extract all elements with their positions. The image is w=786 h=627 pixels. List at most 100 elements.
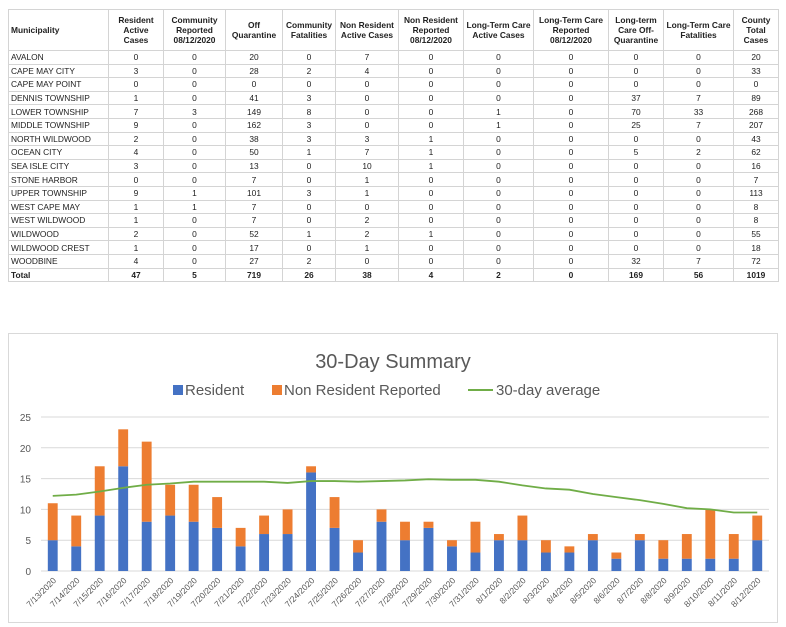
value-cell: 0 <box>608 185 664 201</box>
value-cell: 0 <box>608 158 664 174</box>
total-row: Total 47 5 719 26 38 4 2 0 169 56 1019 <box>8 267 779 283</box>
column-header: Municipality <box>8 9 109 51</box>
table-row: NORTH WILDWOOD 2 0 38 3 3 1 0 0 0 0 43 <box>8 131 779 147</box>
value-cell: 1 <box>282 226 336 242</box>
value-cell: 4 <box>108 253 164 269</box>
value-cell: 0 <box>398 117 464 133</box>
value-cell: 1 <box>398 226 464 242</box>
value-cell: 0 <box>533 50 609 65</box>
column-header: Long-Term Care Reported 08/12/2020 <box>533 9 609 51</box>
value-cell: 7 <box>335 145 399 160</box>
value-cell: 0 <box>398 63 464 79</box>
value-cell: 0 <box>398 199 464 215</box>
value-cell: 0 <box>533 104 609 119</box>
value-cell: 0 <box>533 131 609 147</box>
municipality-cell: SEA ISLE CITY <box>8 158 109 174</box>
value-cell: 38 <box>335 267 399 283</box>
table-row: DENNIS TOWNSHIP 1 0 41 3 0 0 0 0 37 7 89 <box>8 90 779 106</box>
value-cell: 2 <box>108 226 164 242</box>
y-tick-label: 10 <box>20 505 32 516</box>
value-cell: 0 <box>398 240 464 255</box>
value-cell: 8 <box>733 199 779 215</box>
value-cell: 0 <box>398 90 464 106</box>
resident-bar <box>470 552 481 571</box>
resident-bar <box>212 527 223 571</box>
value-cell: 0 <box>163 63 226 79</box>
value-cell: 1 <box>163 199 226 215</box>
non-resident-bar <box>212 497 223 528</box>
value-cell: 33 <box>733 63 779 79</box>
value-cell: 0 <box>533 240 609 255</box>
value-cell: 43 <box>733 131 779 147</box>
value-cell: 0 <box>608 131 664 147</box>
value-cell: 0 <box>335 77 399 92</box>
value-cell: 25 <box>608 117 664 133</box>
resident-bar <box>681 558 692 571</box>
value-cell: 7 <box>225 199 283 215</box>
y-tick-label: 25 <box>20 413 32 424</box>
value-cell: 0 <box>163 253 226 269</box>
non-resident-bar <box>447 540 457 547</box>
cases-table: Municipality Resident Active Cases Communi… <box>8 9 779 283</box>
table-row: WEST CAPE MAY 1 1 7 0 0 0 0 0 0 0 8 <box>8 199 779 215</box>
value-cell: 0 <box>533 253 609 269</box>
resident-bar <box>188 521 199 571</box>
value-cell: 0 <box>663 172 734 187</box>
table-row: STONE HARBOR 0 0 7 0 1 0 0 0 0 0 7 <box>8 172 779 187</box>
value-cell: 1 <box>163 185 226 201</box>
value-cell: 4 <box>108 145 164 160</box>
resident-bar <box>306 472 316 571</box>
value-cell: 41 <box>225 90 283 106</box>
non-resident-bar <box>540 540 551 553</box>
non-resident-bar <box>517 515 528 541</box>
municipality-cell: LOWER TOWNSHIP <box>8 104 109 119</box>
value-cell: 0 <box>533 117 609 133</box>
value-cell: 3 <box>108 158 164 174</box>
value-cell: 0 <box>463 199 534 215</box>
value-cell: 17 <box>225 240 283 255</box>
municipality-cell: WEST CAPE MAY <box>8 199 109 215</box>
non-resident-bar <box>259 515 270 535</box>
y-tick-label: 5 <box>25 536 31 547</box>
value-cell: 2 <box>282 63 336 79</box>
value-cell: 0 <box>463 158 534 174</box>
municipality-cell: MIDDLE TOWNSHIP <box>8 117 109 133</box>
value-cell: 1 <box>108 240 164 255</box>
column-header: Community Reported 08/12/2020 <box>163 9 226 51</box>
value-cell: 0 <box>398 253 464 269</box>
value-cell: 0 <box>225 77 283 92</box>
value-cell: 2 <box>663 145 734 160</box>
value-cell: 149 <box>225 104 283 119</box>
table-row: WOODBINE 4 0 27 2 0 0 0 0 32 7 72 <box>8 253 779 269</box>
chart-title: 30-Day Summary <box>315 351 471 373</box>
column-header: Off Quarantine <box>225 9 283 51</box>
municipality-cell: UPPER TOWNSHIP <box>8 185 109 201</box>
value-cell: 0 <box>163 50 226 65</box>
table-row: WILDWOOD 2 0 52 1 2 1 0 0 0 0 55 <box>8 226 779 242</box>
resident-bar <box>564 552 575 571</box>
value-cell: 20 <box>733 50 779 65</box>
value-cell: 0 <box>398 172 464 187</box>
value-cell: 1 <box>463 104 534 119</box>
table-row: CAPE MAY POINT 0 0 0 0 0 0 0 0 0 0 0 <box>8 77 779 92</box>
chart-svg: 30-Day Summary 05101520257/13/20207/14/2… <box>20 351 769 609</box>
non-resident-bar <box>494 534 504 541</box>
table-header: Municipality Resident Active Cases Communi… <box>8 9 779 51</box>
value-cell: 0 <box>533 158 609 174</box>
value-cell: 0 <box>608 240 664 255</box>
y-tick-label: 20 <box>20 444 32 455</box>
value-cell: 18 <box>733 240 779 255</box>
non-resident-bar <box>470 521 481 553</box>
value-cell: 3 <box>282 90 336 106</box>
table-row: WILDWOOD CREST 1 0 17 0 1 0 0 0 0 0 18 <box>8 240 779 255</box>
y-tick-label: 0 <box>25 567 31 578</box>
value-cell: 0 <box>663 50 734 65</box>
value-cell: 13 <box>225 158 283 174</box>
value-cell: 52 <box>225 226 283 242</box>
resident-bar <box>447 546 457 571</box>
municipality-cell: NORTH WILDWOOD <box>8 131 109 147</box>
value-cell: 1 <box>108 90 164 106</box>
value-cell: 0 <box>398 77 464 92</box>
municipality-cell: STONE HARBOR <box>8 172 109 187</box>
resident-bar <box>282 534 293 571</box>
